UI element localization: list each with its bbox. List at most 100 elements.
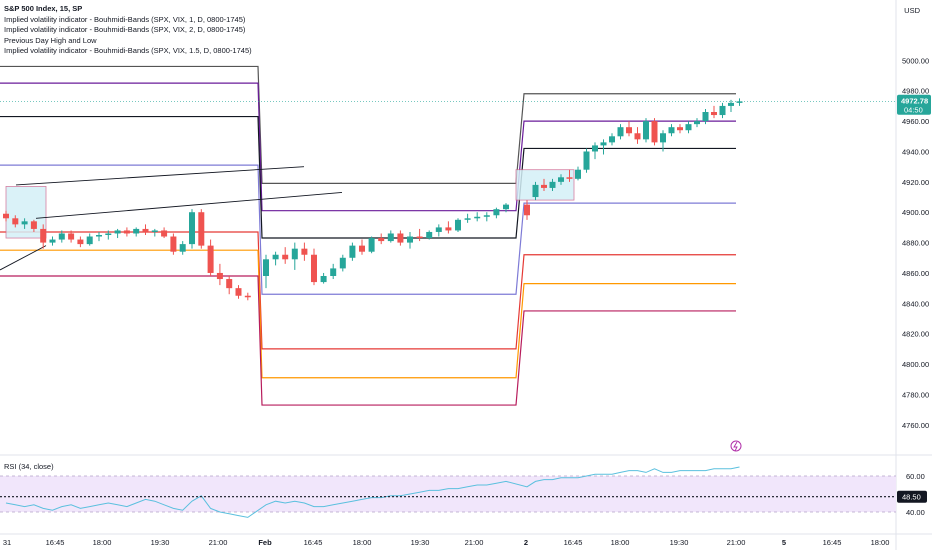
candle-body: [558, 177, 564, 182]
time-tick-label: 19:30: [670, 538, 689, 547]
event-marker-icon[interactable]: [730, 440, 742, 452]
time-tick-label: 19:30: [411, 538, 430, 547]
band-lower-crimson: [0, 275, 736, 406]
band-mid-light: [0, 164, 736, 295]
candle-body: [668, 127, 675, 134]
currency-label[interactable]: USD: [904, 6, 920, 15]
candle-body: [702, 112, 709, 122]
candle-body: [524, 204, 530, 216]
candle-body: [634, 133, 641, 140]
candle-body: [583, 151, 590, 170]
candle-body: [3, 213, 9, 219]
candle-body: [189, 212, 195, 245]
indicator-3-label[interactable]: Previous Day High and Low: [4, 35, 97, 45]
time-tick-label: 18:00: [611, 538, 630, 547]
candle-body: [216, 272, 223, 280]
trend-line-3: [0, 245, 47, 271]
highlight-box-1: [5, 186, 47, 239]
price-tick-label: 4860.00: [902, 269, 929, 278]
price-tick-label: 4760.00: [902, 421, 929, 430]
candle-body: [719, 105, 726, 116]
time-tick-label: 21:00: [727, 538, 746, 547]
candle-body: [320, 276, 327, 283]
candle-body: [549, 181, 556, 188]
time-tick-label: 21:00: [209, 538, 228, 547]
price-tick-label: 4900.00: [902, 208, 929, 217]
candle-body: [77, 239, 84, 245]
candle-body: [105, 233, 112, 235]
candle-body: [291, 248, 298, 260]
candle-body: [179, 244, 186, 252]
candle-body: [445, 227, 452, 231]
candle-body: [142, 228, 149, 232]
candle-body: [660, 133, 666, 143]
candle-body: [40, 228, 47, 243]
candle-body: [330, 268, 337, 276]
time-tick-label: 5: [782, 538, 786, 547]
candle-body: [198, 212, 205, 246]
candle-body: [12, 218, 19, 225]
candle-body: [311, 254, 317, 283]
candle-body: [96, 235, 102, 237]
candle-body: [532, 184, 539, 198]
time-tick-label: 16:45: [304, 538, 323, 547]
candle-body: [86, 236, 93, 245]
rsi-line: [5, 466, 740, 518]
last-price-tag: [897, 94, 931, 115]
band-upper-purple: [0, 82, 736, 212]
candle-body: [483, 215, 490, 217]
time-tick-label: 16:45: [564, 538, 583, 547]
candle-body: [282, 254, 289, 260]
candle-body: [464, 218, 471, 220]
time-tick-label: 16:45: [46, 538, 65, 547]
candle-body: [617, 127, 624, 137]
candle-body: [272, 254, 279, 260]
time-tick-label: 18:00: [871, 538, 890, 547]
countdown-value: 04:50: [904, 106, 923, 115]
band-lower-red: [0, 231, 736, 350]
time-tick-label: 2: [524, 538, 528, 547]
price-tick-label: 5000.00: [902, 56, 929, 65]
candle-body: [207, 245, 214, 273]
candle-body: [226, 279, 233, 289]
price-tick-label: 4980.00: [902, 87, 929, 96]
candle-body: [600, 142, 607, 146]
candle-body: [736, 101, 743, 103]
trend-line-2: [35, 192, 343, 219]
indicator-2-label[interactable]: Implied volatility indicator - Bouhmidi-…: [4, 25, 246, 34]
candle-body: [609, 136, 615, 143]
candle-body: [30, 221, 37, 229]
candle-body: [677, 127, 683, 131]
candle-body: [21, 221, 28, 225]
rsi-title[interactable]: RSI (34, close): [4, 462, 54, 471]
price-tick-label: 4820.00: [902, 330, 929, 339]
candle-body: [694, 121, 700, 125]
time-tick-label: 31: [3, 538, 11, 547]
rsi-value-label: 48.50: [902, 493, 921, 502]
candle-body: [626, 127, 632, 134]
price-tick-label: 4940.00: [902, 147, 929, 156]
price-tick-label: 4920.00: [902, 178, 929, 187]
rsi-value-tag: [897, 490, 927, 503]
candle-body: [592, 145, 598, 152]
rsi-tick-label: 60.00: [906, 472, 925, 481]
candle-body: [711, 112, 717, 116]
time-tick-label: 21:00: [465, 538, 484, 547]
candle-body: [114, 230, 121, 234]
candle-body: [244, 295, 251, 298]
chart-legend: S&P 500 Index, 15, SP Implied volatility…: [4, 4, 252, 57]
candle-body: [503, 204, 509, 210]
band-upper-black: [0, 115, 736, 239]
candle-body: [685, 124, 692, 131]
indicator-1-label[interactable]: Implied volatility indicator - Bouhmidi-…: [4, 14, 246, 24]
indicator-4-label[interactable]: Implied volatility indicator - Bouhmidi-…: [4, 46, 252, 55]
symbol-title[interactable]: S&P 500 Index, 15, SP: [4, 4, 83, 13]
candle-body: [359, 245, 365, 252]
price-tick-label: 4880.00: [902, 239, 929, 248]
candle-body: [397, 233, 404, 243]
candle-body: [123, 230, 130, 234]
candle-body: [349, 245, 356, 258]
candle-body: [575, 169, 581, 179]
